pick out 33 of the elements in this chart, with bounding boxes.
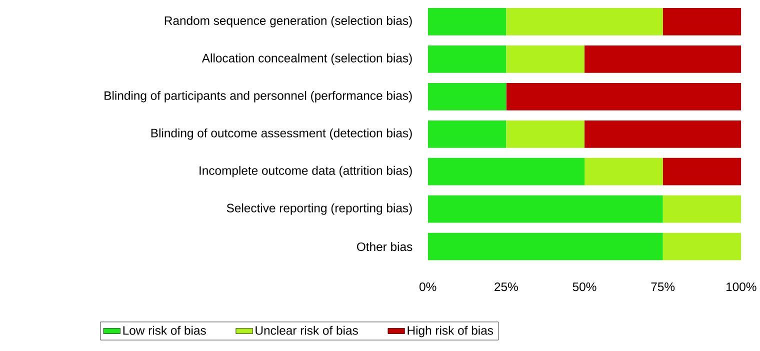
bar: [584, 45, 742, 73]
bar: [662, 8, 742, 36]
legend-label: High risk of bias: [408, 326, 494, 337]
bar: [428, 158, 585, 186]
x-tick-label: 0%: [420, 282, 436, 291]
legend-label: Low risk of bias: [123, 326, 206, 335]
bar: [584, 120, 742, 148]
bar: [584, 158, 663, 186]
bar: [662, 232, 742, 260]
bar: [662, 158, 742, 186]
bar: [428, 82, 506, 110]
bar: [506, 82, 742, 110]
x-tick-label: 75%: [651, 282, 675, 291]
bar: [506, 120, 585, 148]
y-tick-label: Selective reporting (reporting bias): [226, 203, 412, 215]
legend-label: Unclear risk of bias: [256, 326, 358, 335]
bar: [506, 8, 663, 36]
bar: [506, 45, 585, 73]
bar: [428, 232, 663, 260]
bar: [428, 8, 506, 36]
y-tick-label: Incomplete outcome data (attrition bias): [200, 166, 412, 178]
y-tick-label: Allocation concealment (selection bias): [202, 53, 412, 65]
y-tick-label: Blinding of outcome assessment (detection bias): [151, 128, 412, 140]
x-tick-label: 50%: [572, 282, 596, 291]
y-tick-label: Other bias: [356, 242, 412, 251]
bar: [428, 195, 663, 223]
bar: [428, 120, 506, 148]
x-tick-label: 100%: [726, 282, 756, 291]
bar: [428, 45, 506, 73]
x-tick-label: 25%: [494, 282, 518, 291]
y-tick-label: Blinding of participants and personnel (performance bias): [104, 90, 412, 102]
y-tick-label: Random sequence generation (selection bias): [164, 16, 412, 28]
bar: [662, 195, 742, 223]
